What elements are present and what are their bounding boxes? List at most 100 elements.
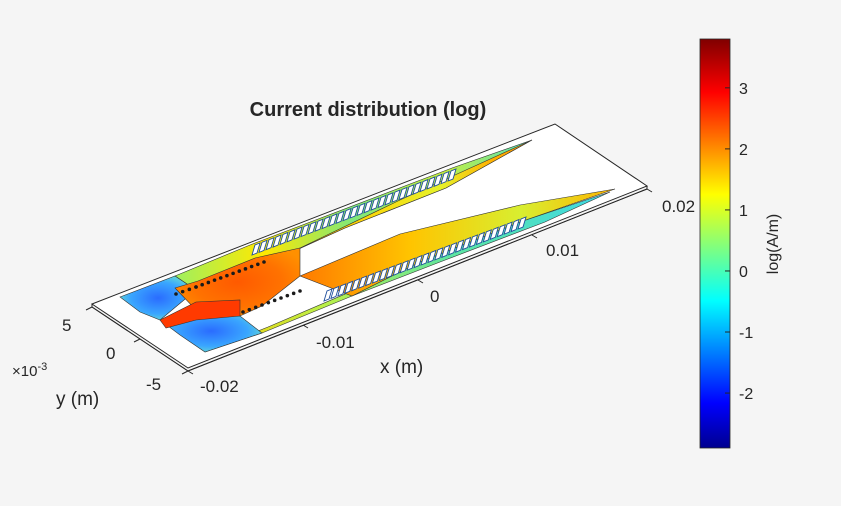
via xyxy=(243,267,248,271)
slot xyxy=(426,176,436,190)
slot xyxy=(385,265,396,279)
slot xyxy=(475,231,486,246)
slot xyxy=(433,173,443,188)
plot-area: -0.02 -0.01 0 0.01 0.02 5 0 -5 ×10-3 x (… xyxy=(12,123,695,410)
via xyxy=(212,278,217,282)
slot xyxy=(251,242,261,256)
slot xyxy=(351,277,361,292)
via xyxy=(241,310,245,314)
slot xyxy=(482,229,493,243)
slot xyxy=(364,272,375,287)
slot xyxy=(434,247,444,261)
colorbar-tick-label: 0 xyxy=(739,264,748,281)
via xyxy=(266,300,271,305)
colorbar-tick-label: 3 xyxy=(739,81,748,98)
slot xyxy=(447,168,457,182)
via xyxy=(260,303,264,307)
via xyxy=(291,291,296,296)
slot xyxy=(427,249,437,264)
via xyxy=(180,289,185,294)
slot xyxy=(413,254,423,269)
x-tick-label: 0.01 xyxy=(546,241,579,260)
y-tick-label: 0 xyxy=(106,344,115,363)
colorbar-tick-label: 1 xyxy=(739,203,748,220)
y-axis-label: y (m) xyxy=(56,389,99,410)
slot xyxy=(293,226,303,240)
via xyxy=(218,276,223,280)
slot xyxy=(419,178,429,193)
feed-left-arm xyxy=(159,299,241,329)
left-pad-top xyxy=(119,275,197,321)
slot xyxy=(356,202,366,217)
slot xyxy=(461,236,472,251)
colorbar-tick-label: -1 xyxy=(739,325,753,342)
slot xyxy=(412,181,422,195)
via xyxy=(206,280,211,285)
x-tick-mark xyxy=(646,188,653,193)
via xyxy=(225,273,229,278)
slot xyxy=(286,229,296,243)
slot xyxy=(342,207,352,222)
slot xyxy=(398,186,408,201)
via xyxy=(200,282,204,287)
slot xyxy=(265,236,275,251)
slot xyxy=(344,280,354,295)
via xyxy=(298,289,302,293)
slot xyxy=(279,231,289,246)
x-tick-label: -0.01 xyxy=(316,333,355,352)
slot xyxy=(391,189,401,203)
slot xyxy=(441,244,451,259)
via xyxy=(237,269,242,273)
slot xyxy=(468,234,479,248)
via xyxy=(249,264,254,269)
via xyxy=(247,307,252,312)
slot xyxy=(272,234,282,248)
x-tick-mark xyxy=(417,279,424,284)
slot xyxy=(448,241,458,256)
x-tick-mark xyxy=(187,370,194,375)
slot xyxy=(405,184,415,198)
slot xyxy=(517,216,527,230)
via xyxy=(194,285,198,289)
colorbar-ticks: -2 -1 0 1 2 3 xyxy=(725,81,753,403)
x-tick-label: 0.02 xyxy=(662,197,695,216)
y-ticks: 5 0 -5 xyxy=(62,306,189,394)
colorbar-tick-label: 2 xyxy=(739,142,748,159)
via xyxy=(285,293,290,298)
y-tick-label: 5 xyxy=(62,316,71,335)
slot xyxy=(406,257,416,271)
slot xyxy=(328,213,338,227)
x-axis-line xyxy=(187,188,648,372)
lower-flare xyxy=(299,188,616,297)
via xyxy=(256,262,260,267)
colorbar-tick-label: -2 xyxy=(739,386,753,403)
slot xyxy=(399,259,409,274)
x-tick-mark xyxy=(531,234,538,239)
slot xyxy=(307,221,317,235)
x-tick-label: -0.02 xyxy=(200,377,239,396)
slot xyxy=(258,239,268,254)
slot xyxy=(440,170,450,185)
y-exponent: ×10-3 xyxy=(12,361,47,380)
slot xyxy=(454,239,465,253)
x-tick-label: 0 xyxy=(430,287,439,306)
y-tick-label: -5 xyxy=(146,375,161,394)
slot xyxy=(378,267,389,282)
slot xyxy=(420,252,430,266)
slot xyxy=(510,218,520,233)
slot xyxy=(335,210,345,225)
y-tick-mark xyxy=(85,306,93,311)
via xyxy=(272,298,277,303)
slot xyxy=(371,270,382,284)
via xyxy=(231,271,235,276)
colorbar: -2 -1 0 1 2 3 log(A/m) xyxy=(699,38,782,449)
colorbar-gradient xyxy=(699,38,731,449)
x-axis-label: x (m) xyxy=(380,357,423,378)
y-tick-mark xyxy=(133,338,141,343)
slot xyxy=(300,223,310,238)
slot xyxy=(323,288,333,302)
slot xyxy=(314,218,324,232)
slot xyxy=(321,215,331,230)
y-tick-mark xyxy=(181,370,189,375)
